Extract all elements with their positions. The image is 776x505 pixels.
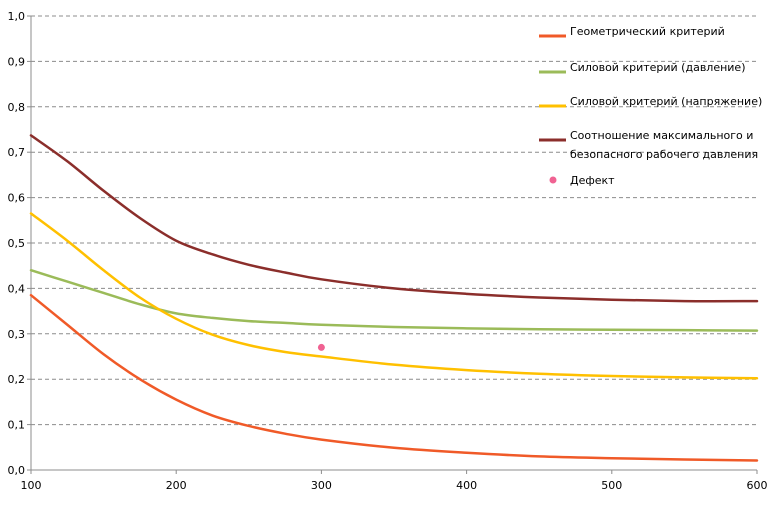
marker-point — [317, 343, 325, 351]
y-axis-tick-labels: 0,0 0,1 0,2 0,3 0,4 0,5 0,6 0,7 0,8 0,9 1,0 — [8, 10, 26, 477]
y-tick-label: 0,4 — [8, 282, 26, 295]
series-lines — [29, 134, 759, 462]
x-tick-label: 300 — [311, 479, 332, 492]
legend: Геометрический критерий Силовой критерий … — [539, 25, 762, 187]
grid-lines — [31, 15, 757, 426]
y-tick-label: 0,5 — [8, 237, 26, 250]
x-tick-label: 500 — [601, 479, 622, 492]
series-line-3 — [29, 212, 759, 380]
y-tick-label: 0,3 — [8, 328, 26, 341]
y-tick-label: 0,2 — [8, 373, 26, 386]
x-tick-label: 100 — [21, 479, 42, 492]
x-tick-label: 200 — [166, 479, 187, 492]
y-tick-label: 0,1 — [8, 419, 26, 432]
legend-label: Дефект — [570, 174, 615, 187]
x-axis-tick-labels: 100 200 300 400 500 600 — [21, 479, 768, 492]
data-markers — [317, 343, 325, 351]
legend-label: безопасного рабочего давления — [570, 148, 758, 161]
y-tick-label: 0,9 — [8, 55, 26, 68]
x-tick-label: 600 — [747, 479, 768, 492]
legend-label: Силовой критерий (напряжение) — [570, 95, 762, 108]
series-line-2 — [29, 268, 759, 332]
series-line-1 — [29, 293, 759, 462]
y-tick-label: 1,0 — [8, 10, 26, 23]
y-tick-label: 0,0 — [8, 464, 26, 477]
legend-marker-swatch — [549, 176, 557, 184]
x-tick-label: 400 — [456, 479, 477, 492]
y-tick-label: 0,7 — [8, 146, 26, 159]
series-line-4 — [29, 134, 759, 303]
legend-label: Соотношение максимального и — [570, 129, 753, 142]
y-tick-label: 0,8 — [8, 101, 26, 114]
axes — [27, 15, 758, 474]
y-tick-label: 0,6 — [8, 192, 26, 205]
legend-label: Силовой критерий (давление) — [570, 61, 746, 74]
legend-label: Геометрический критерий — [570, 25, 725, 38]
